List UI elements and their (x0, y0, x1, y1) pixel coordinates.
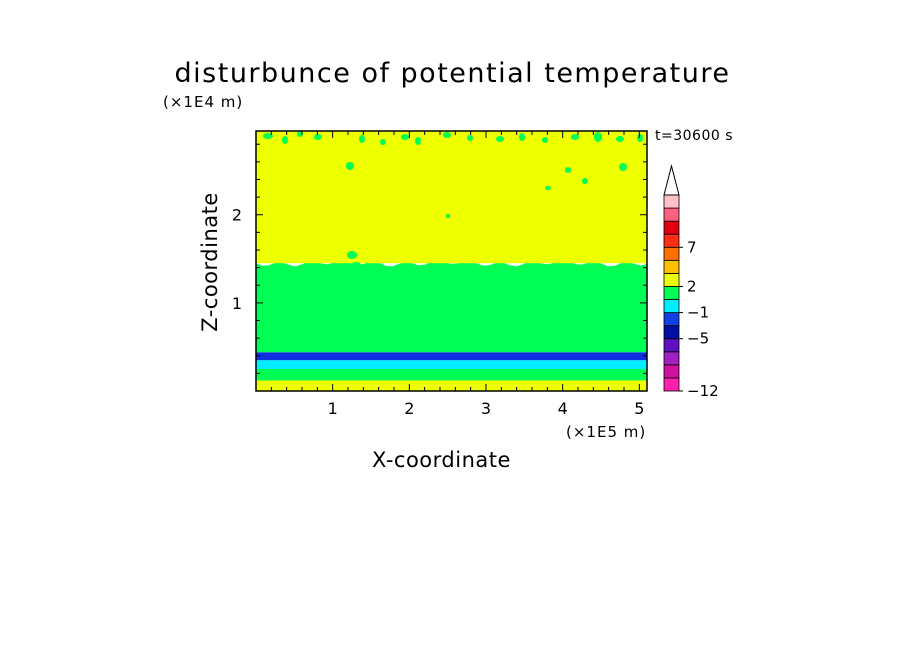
contour-patch (359, 135, 365, 143)
plot-frame (255, 130, 648, 392)
x-axis-label: X-coordinate (372, 448, 511, 472)
contour-patch (637, 134, 643, 142)
colorbar-segment (663, 233, 680, 248)
x-tick-label: 2 (404, 399, 414, 418)
contour-patch (380, 139, 386, 145)
contour-layer (256, 368, 647, 381)
colorbar-segment (663, 259, 680, 274)
contour-patch (282, 136, 288, 144)
contour-patch (468, 307, 472, 311)
colorbar-segment (663, 194, 680, 209)
contour-layer (256, 380, 647, 391)
colorbar-segment (663, 207, 680, 222)
contour-patch (346, 162, 354, 170)
contour-patch (545, 186, 551, 190)
contour-patch (446, 214, 450, 218)
colorbar-segment (663, 338, 680, 353)
x-tick-label: 3 (481, 399, 491, 418)
y-scale-note: (×1E4 m) (163, 93, 244, 111)
colorbar-segment (663, 272, 680, 287)
contour-patch (619, 163, 627, 171)
contour-layer (256, 131, 647, 264)
contour-patch (347, 251, 357, 259)
contour-patch (542, 137, 548, 143)
colorbar-segment (663, 364, 680, 379)
colorbar-label: −1 (687, 304, 709, 322)
contour-patch (314, 134, 322, 140)
colorbar-segment (663, 312, 680, 327)
contour-patch (571, 134, 579, 140)
colorbar-segment (663, 220, 680, 235)
contour-patch (565, 167, 571, 173)
x-tick-label: 5 (634, 399, 644, 418)
contour-patch (415, 137, 421, 145)
contour-patch (594, 132, 602, 142)
colorbar-segment (663, 377, 680, 392)
contour-patch (519, 133, 525, 141)
contour-patches (263, 131, 643, 311)
colorbar: 7 2 −1 −5 −12 (663, 164, 719, 400)
colorbar-label: 2 (687, 277, 697, 295)
colorbar-segment (663, 286, 680, 300)
x-tick-label: 1 (328, 399, 338, 418)
contour-patch (467, 135, 473, 141)
contour-patch (496, 136, 504, 142)
contour-layer (256, 259, 647, 353)
contour-patch (582, 178, 588, 184)
contour-patch (263, 133, 273, 139)
colorbar-segment (663, 246, 680, 261)
contour-patch (443, 132, 451, 138)
y-tick-label: 1 (232, 294, 242, 313)
x-tick-label: 4 (558, 399, 568, 418)
plot-axes: 1 2 3 4 5 1 2 (232, 130, 648, 418)
contour-patch (401, 134, 409, 140)
colorbar-extend-arrow (663, 164, 680, 196)
time-label: t=30600 s (655, 128, 733, 144)
contour-layer (256, 352, 647, 361)
colorbar-label: 7 (687, 238, 697, 256)
colorbar-label: −5 (687, 330, 709, 348)
contour-patch (351, 262, 361, 268)
colorbar-label: −12 (687, 382, 719, 400)
chart-title: disturbunce of potential temperature (174, 58, 731, 89)
colorbar-segment (663, 299, 680, 313)
colorbar-segment (663, 351, 680, 366)
contour-layers (256, 131, 647, 391)
x-scale-note: (×1E5 m) (566, 423, 647, 441)
colorbar-segment (663, 325, 680, 340)
y-tick-label: 2 (232, 206, 242, 225)
contour-patch (616, 136, 624, 142)
contour-layer (256, 360, 647, 369)
